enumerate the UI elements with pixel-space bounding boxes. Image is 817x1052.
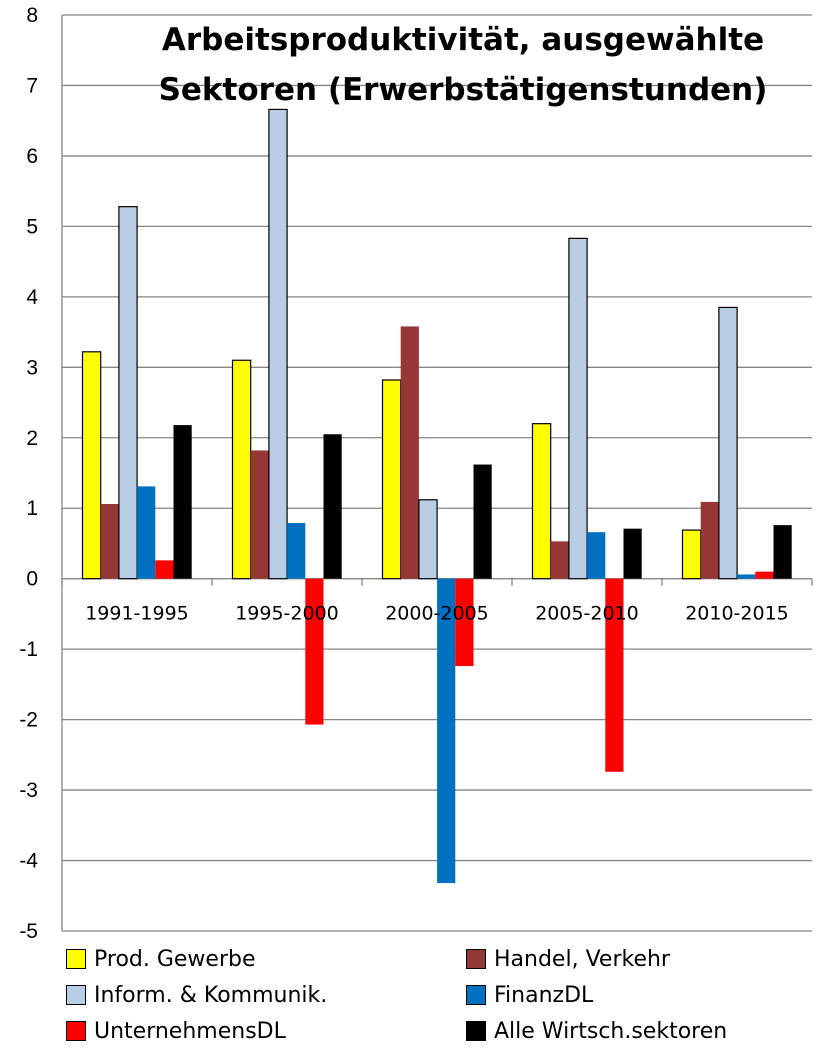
bar [400,326,419,579]
bar [323,434,342,579]
legend-item: Alle Wirtsch.sektoren [466,1014,727,1048]
legend-item: Prod. Gewerbe [66,942,256,976]
legend-item: Inform. & Kommunik. [66,978,327,1012]
bar [681,529,702,580]
bar [381,379,402,580]
bar [287,523,306,579]
y-tick-label: 6 [26,145,38,168]
bar [773,525,792,579]
bar [587,532,606,579]
legend-item: UnternehmensDL [66,1014,286,1048]
legend-swatch [466,949,486,969]
bar [268,108,288,580]
legend-label: Handel, Verkehr [494,946,670,972]
legend-swatch [66,949,86,969]
legend-swatch [466,1021,486,1041]
x-tick-label: 2000-2005 [385,603,489,625]
bar [231,359,252,580]
y-tick-label: -1 [19,638,38,661]
bar [755,571,774,579]
y-tick-label: -2 [19,709,38,732]
bars [81,108,792,884]
y-tick-label: 8 [26,4,38,27]
y-tick-label: -4 [19,850,38,873]
legend-swatch [466,985,486,1005]
bar [531,423,552,580]
bar [173,425,192,579]
bar [81,351,102,580]
bar [418,499,438,580]
legend-label: Prod. Gewerbe [94,946,256,972]
x-tick-labels: 1991-1995 1995-2000 2000-2005 2005-2010 2010… [85,603,789,625]
x-tick-label: 2005-2010 [535,603,639,625]
bar [718,306,738,580]
legend-label: Inform. & Kommunik. [94,982,328,1008]
x-tick-label: 2010-2015 [685,603,789,625]
legend-swatch [66,985,86,1005]
x-tick-label: 1995-2000 [235,603,339,625]
chart-title-line-1: Arbeitsproduktivität, ausgewählte [162,22,764,58]
bar [250,450,269,579]
bar [605,578,624,772]
bar [118,206,138,580]
bar [568,237,588,580]
y-tick-label: 5 [26,215,38,238]
bar [550,541,569,579]
legend: Prod. Gewerbe Handel, Verkehr Inform. & … [0,940,817,1050]
chart-title-line-2: Sektoren (Erwerbstätigenstunden) [159,72,768,108]
bar [137,486,156,579]
y-tick-label: -5 [19,920,38,940]
y-tick-label: 1 [26,497,38,520]
bar [700,501,719,579]
bar [155,560,174,579]
legend-swatch [66,1021,86,1041]
legend-item: Handel, Verkehr [466,942,670,976]
y-tick-label: 2 [26,427,38,450]
y-tick-label: 4 [26,286,38,309]
chart-title: Arbeitsproduktivität, ausgewählte Sektor… [159,22,768,108]
legend-label: FinanzDL [494,982,594,1008]
y-tick-label: 7 [26,74,38,97]
legend-label: UnternehmensDL [94,1018,286,1044]
y-tick-label: -3 [19,779,38,802]
gridlines [62,14,812,932]
y-tick-label: 0 [26,568,38,591]
y-tick-label: 3 [26,356,38,379]
x-tick-label: 1991-1995 [85,603,189,625]
bar [100,504,119,579]
bar [473,464,492,579]
legend-label: Alle Wirtsch.sektoren [494,1018,728,1044]
bar [623,528,642,579]
y-tick-labels: 8 7 6 5 4 3 2 1 0 -1 -2 -3 -4 -5 [19,4,38,940]
chart-area: 8 7 6 5 4 3 2 1 0 -1 -2 -3 -4 -5 1991-1995 1995-2000 20… [19,4,813,940]
bar [305,578,324,725]
bar [437,578,456,884]
bar [737,574,756,579]
bar [455,578,474,667]
legend-item: FinanzDL [466,978,593,1012]
